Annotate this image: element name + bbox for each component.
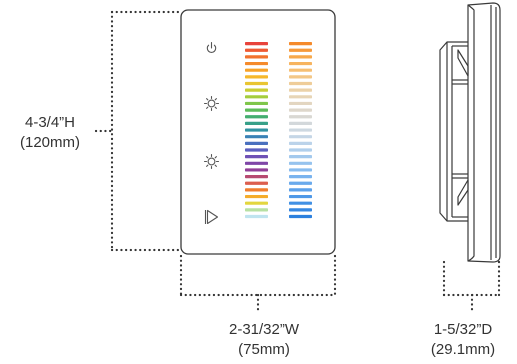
color-strip-segment bbox=[245, 55, 268, 59]
color-strip-segment bbox=[245, 161, 268, 165]
color-strip-segment bbox=[245, 194, 268, 199]
color-strip-segment bbox=[245, 48, 268, 52]
color-strip-segment bbox=[289, 42, 312, 46]
color-strip-segment bbox=[245, 101, 268, 106]
color-strip-segment bbox=[289, 55, 312, 59]
color-strip-segment bbox=[245, 42, 268, 46]
height-metric-text: (120mm) bbox=[19, 134, 80, 151]
color-strip-segment bbox=[245, 214, 268, 219]
color-strip-segment bbox=[245, 175, 268, 179]
color-temperature-strip-right bbox=[289, 42, 312, 219]
color-strip-segment bbox=[245, 188, 268, 192]
color-strip-segment bbox=[245, 115, 268, 119]
color-strip-segment bbox=[245, 181, 268, 185]
color-wheel-strip-left bbox=[245, 42, 268, 219]
color-strip-segment bbox=[245, 168, 268, 172]
color-strip-segment bbox=[289, 101, 312, 106]
color-strip-segment bbox=[245, 61, 268, 66]
color-strip-segment bbox=[289, 168, 312, 172]
color-strip-segment bbox=[245, 155, 268, 159]
color-strip-segment bbox=[245, 88, 268, 92]
color-strip-segment bbox=[245, 68, 268, 72]
color-strip-segment bbox=[289, 68, 312, 72]
color-strip-segment bbox=[289, 95, 312, 99]
color-strip-segment bbox=[289, 61, 312, 66]
color-strip-segment bbox=[245, 121, 268, 125]
color-strip-segment bbox=[245, 81, 268, 86]
height-dimension-label: 4-3/4”H (120mm) bbox=[10, 113, 90, 153]
panel-front-view bbox=[180, 9, 336, 255]
color-strip-segment bbox=[245, 135, 268, 139]
color-strip-segment bbox=[289, 155, 312, 159]
width-metric-text: (75mm) bbox=[238, 341, 290, 358]
color-strip-segment bbox=[289, 88, 312, 92]
color-strip-segment bbox=[289, 141, 312, 145]
play-icon bbox=[204, 209, 219, 225]
color-strip-segment bbox=[289, 75, 312, 79]
power-icon bbox=[206, 41, 217, 53]
depth-dimension-bracket bbox=[442, 260, 501, 315]
panel-side-view bbox=[439, 2, 501, 263]
color-strip-segment bbox=[245, 108, 268, 112]
color-strip-segment bbox=[289, 135, 312, 139]
color-strip-segment bbox=[245, 95, 268, 99]
depth-dimension-label: 1-5/32”D (29.1mm) bbox=[412, 320, 514, 360]
color-strip-segment bbox=[245, 148, 268, 152]
color-strip-segment bbox=[289, 128, 312, 132]
depth-imperial-text: 1-5/32”D bbox=[433, 321, 493, 338]
width-dimension-bracket bbox=[179, 254, 337, 315]
color-strip-segment bbox=[289, 181, 312, 185]
width-imperial-text: 2-31/32”W bbox=[228, 321, 300, 338]
color-strip-segment bbox=[245, 128, 268, 132]
color-strip-segment bbox=[289, 148, 312, 152]
height-dimension-bracket bbox=[94, 10, 180, 252]
color-strip-segment bbox=[245, 141, 268, 145]
color-strip-segment bbox=[289, 201, 312, 205]
brightness-icon bbox=[203, 95, 220, 112]
color-strip-segment bbox=[289, 175, 312, 179]
color-strip-segment bbox=[289, 214, 312, 219]
width-dimension-label: 2-31/32”W (75mm) bbox=[209, 320, 319, 360]
color-strip-segment bbox=[245, 208, 268, 212]
color-strip-segment bbox=[289, 161, 312, 165]
color-strip-segment bbox=[245, 75, 268, 79]
color-strip-segment bbox=[289, 208, 312, 212]
color-strip-segment bbox=[289, 115, 312, 119]
color-strip-segment bbox=[289, 188, 312, 192]
color-strip-segment bbox=[245, 201, 268, 205]
height-imperial-text: 4-3/4”H bbox=[24, 114, 76, 131]
color-strip-segment bbox=[289, 81, 312, 86]
color-strip-segment bbox=[289, 48, 312, 52]
color-strip-segment bbox=[289, 194, 312, 199]
color-strip-segment bbox=[289, 108, 312, 112]
depth-metric-text: (29.1mm) bbox=[430, 341, 496, 358]
color-strip-segment bbox=[289, 121, 312, 125]
brightness-icon bbox=[203, 153, 220, 170]
